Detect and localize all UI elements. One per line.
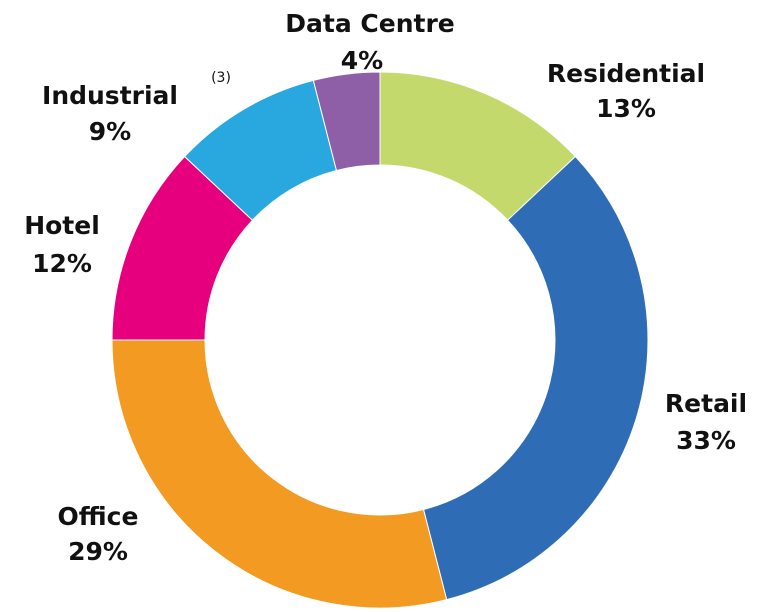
value-label: 9% (89, 117, 131, 146)
footnote-mark: (3) (211, 70, 231, 86)
slice-label: Data Centre (285, 9, 454, 38)
value-label: 33% (676, 426, 736, 455)
donut-slice (312, 71, 381, 172)
slice-label: Residential (547, 59, 705, 88)
slice-label: Office (58, 502, 139, 531)
slice-label: Hotel (24, 211, 100, 240)
value-label: 29% (68, 537, 128, 566)
donut-slice (422, 155, 649, 601)
donut-slice (111, 339, 448, 609)
value-label: 12% (32, 249, 92, 278)
slice-label: Retail (665, 389, 747, 418)
slice-label: Industrial (42, 81, 178, 110)
value-label: 4% (341, 46, 383, 75)
value-label: 13% (596, 94, 656, 123)
